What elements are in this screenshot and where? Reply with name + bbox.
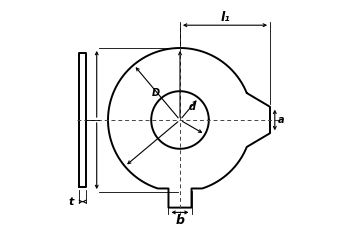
- Text: l₁: l₁: [220, 11, 230, 24]
- Text: a: a: [278, 115, 285, 125]
- Text: t: t: [69, 197, 74, 207]
- Text: d: d: [189, 102, 195, 112]
- Text: b: b: [176, 214, 185, 227]
- Text: D: D: [152, 88, 159, 98]
